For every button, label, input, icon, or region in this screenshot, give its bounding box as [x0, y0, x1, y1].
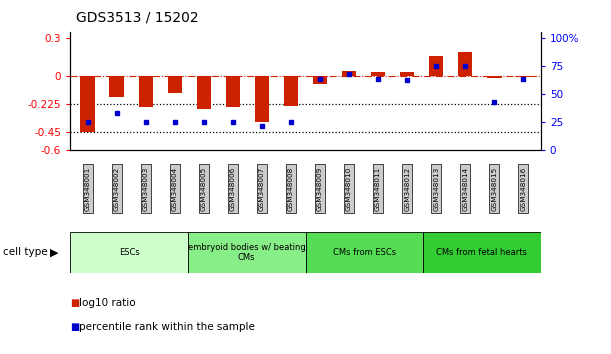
Bar [167, 75, 182, 93]
Bar [197, 75, 211, 109]
Bar [458, 52, 472, 75]
Bar [487, 75, 502, 78]
Text: percentile rank within the sample: percentile rank within the sample [79, 322, 255, 332]
Bar [255, 75, 269, 122]
Text: GDS3513 / 15202: GDS3513 / 15202 [76, 11, 199, 25]
Text: log10 ratio: log10 ratio [79, 298, 136, 308]
Bar [81, 75, 95, 132]
Bar [423, 232, 541, 273]
Text: CMs from ESCs: CMs from ESCs [333, 248, 396, 257]
Text: GSM348009: GSM348009 [317, 166, 323, 211]
Bar [429, 56, 444, 75]
Bar [371, 72, 386, 75]
Text: GSM348010: GSM348010 [346, 166, 352, 211]
Bar [306, 232, 423, 273]
Text: GSM348006: GSM348006 [230, 166, 236, 211]
Text: ▶: ▶ [49, 247, 58, 257]
Text: GSM348004: GSM348004 [172, 166, 178, 211]
Bar [109, 75, 124, 97]
Text: GSM348007: GSM348007 [259, 166, 265, 211]
Text: GSM348014: GSM348014 [463, 166, 468, 211]
Bar [342, 70, 356, 75]
Text: embryoid bodies w/ beating
CMs: embryoid bodies w/ beating CMs [188, 242, 306, 262]
Text: GSM348012: GSM348012 [404, 166, 410, 211]
Text: GSM348015: GSM348015 [491, 166, 497, 211]
Text: GSM348008: GSM348008 [288, 166, 294, 211]
Bar [188, 232, 306, 273]
Text: GSM348016: GSM348016 [521, 166, 526, 211]
Text: CMs from fetal hearts: CMs from fetal hearts [436, 248, 527, 257]
Text: ■: ■ [70, 298, 79, 308]
Bar [313, 75, 327, 84]
Bar [284, 75, 298, 105]
Text: GSM348003: GSM348003 [143, 166, 148, 211]
Text: ESCs: ESCs [119, 248, 139, 257]
Bar [70, 232, 188, 273]
Text: GSM348011: GSM348011 [375, 166, 381, 211]
Bar [400, 72, 414, 75]
Text: cell type: cell type [3, 247, 48, 257]
Bar [516, 75, 530, 77]
Text: GSM348013: GSM348013 [433, 166, 439, 211]
Text: GSM348001: GSM348001 [85, 166, 90, 211]
Text: GSM348002: GSM348002 [114, 166, 120, 211]
Text: GSM348005: GSM348005 [201, 166, 207, 211]
Bar [225, 75, 240, 107]
Text: ■: ■ [70, 322, 79, 332]
Bar [139, 75, 153, 107]
